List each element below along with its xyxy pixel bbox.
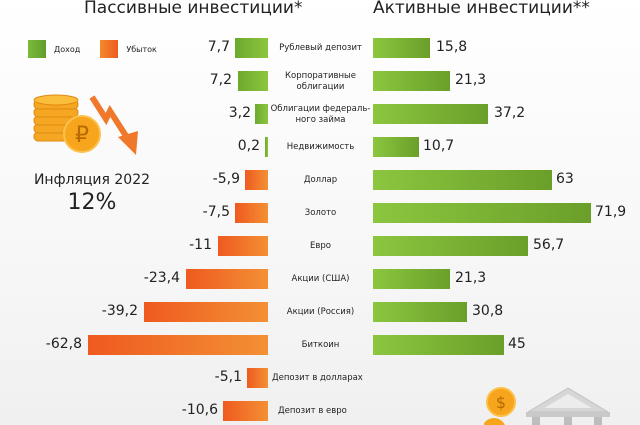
- active-bar: [373, 137, 419, 157]
- active-bar: [373, 71, 450, 91]
- passive-bar: [247, 368, 268, 388]
- inflation-block: Инфляция 2022 12%: [26, 172, 158, 215]
- passive-value: -23,4: [143, 270, 180, 286]
- row-label: Депозит в долларах: [272, 373, 363, 383]
- passive-bar: [235, 203, 268, 223]
- legend: Доход Убыток: [28, 40, 157, 58]
- income-swatch: [28, 40, 46, 58]
- row-label: Рублевый депозит: [279, 43, 362, 53]
- row-label: Акции (США): [291, 274, 350, 284]
- svg-text:$: $: [496, 393, 506, 412]
- passive-bar: [186, 269, 268, 289]
- svg-text:₽: ₽: [75, 123, 89, 148]
- row-us-stocks: -23,4 Акции (США) 21,3: [0, 269, 640, 291]
- legend-income: Доход: [54, 44, 81, 54]
- bank-building-icon: [526, 387, 610, 425]
- passive-value: -5,9: [212, 171, 240, 187]
- row-label: Депозит в евро: [278, 406, 347, 416]
- inflation-label: Инфляция 2022: [33, 172, 151, 188]
- passive-value: 3,2: [228, 105, 251, 121]
- passive-value: 7,7: [207, 39, 230, 55]
- passive-bar: [223, 401, 268, 421]
- passive-bar: [245, 170, 268, 190]
- active-value: 15,8: [436, 39, 468, 55]
- row-label: Недвижимость: [286, 142, 355, 152]
- passive-value: -62,8: [45, 336, 82, 352]
- passive-value: -10,6: [181, 402, 218, 418]
- row-usd-deposit: -5,1 Депозит в долларах: [0, 368, 640, 390]
- active-value: 21,3: [455, 270, 487, 286]
- passive-value: 7,2: [209, 72, 232, 88]
- row-corp-bonds: 7,2 Корпоративные облигации 21,3: [209, 71, 487, 92]
- row-label: Евро: [310, 241, 331, 251]
- dollar-coin-icon: $: [484, 387, 516, 425]
- passive-bar: [88, 335, 268, 355]
- active-bar: [373, 335, 504, 355]
- row-label: Доллар: [303, 175, 338, 185]
- passive-title: Пассивные инвестиции*: [84, 0, 303, 18]
- passive-bar: [144, 302, 268, 322]
- active-bar: [373, 236, 528, 256]
- row-label: Биткоин: [301, 340, 340, 350]
- active-value: 37,2: [494, 105, 526, 121]
- row-realty: 0,2 Недвижимость 10,7: [0, 137, 640, 159]
- row-ofz: 3,2 Облигации федераль-ного займа 37,2: [228, 104, 526, 125]
- row-eur-deposit: -10,6 Депозит в евро: [0, 401, 640, 423]
- passive-value: -39,2: [101, 303, 138, 319]
- passive-value: 0,2: [237, 138, 260, 154]
- row-usd: -5,9 Доллар 63: [0, 170, 640, 192]
- ruble-coins-icon: ₽: [33, 94, 101, 153]
- passive-value: -7,5: [202, 204, 230, 220]
- active-bar: [373, 203, 591, 223]
- active-bar: [373, 170, 552, 190]
- active-bar: [373, 104, 488, 124]
- row-eur: -11 Евро 56,7: [0, 236, 640, 258]
- row-gold: -7,5 Золото 71,9: [0, 203, 640, 225]
- active-bar: [373, 38, 430, 58]
- active-value: 71,9: [595, 204, 627, 220]
- active-bar: [373, 302, 467, 322]
- row-ru-stocks: -39,2 Акции (Россия) 30,8: [0, 302, 640, 324]
- active-value: 56,7: [533, 237, 565, 253]
- inflation-value: 12%: [67, 190, 117, 215]
- active-title: Активные инвестиции**: [373, 0, 590, 18]
- active-value: 30,8: [472, 303, 504, 319]
- passive-value: -5,1: [214, 369, 242, 385]
- row-label: Золото: [304, 208, 337, 218]
- row-label: Акции (Россия): [286, 307, 355, 317]
- active-value: 10,7: [423, 138, 455, 154]
- falling-arrow-icon: [89, 95, 138, 155]
- passive-bar: [218, 236, 268, 256]
- legend-loss: Убыток: [126, 44, 157, 54]
- active-bar: [373, 269, 450, 289]
- row-bitcoin: -62,8 Биткоин 45: [0, 335, 640, 357]
- active-value: 45: [508, 336, 526, 352]
- passive-bar: [255, 104, 268, 124]
- passive-bar: [235, 38, 268, 58]
- loss-swatch: [100, 40, 119, 58]
- row-rub-deposit: 7,7 Рублевый депозит 15,8: [0, 38, 640, 60]
- active-value: 21,3: [455, 72, 487, 88]
- passive-bar: [238, 71, 268, 91]
- passive-value: -11: [189, 237, 212, 253]
- passive-bar: [265, 137, 268, 157]
- active-value: 63: [556, 171, 574, 187]
